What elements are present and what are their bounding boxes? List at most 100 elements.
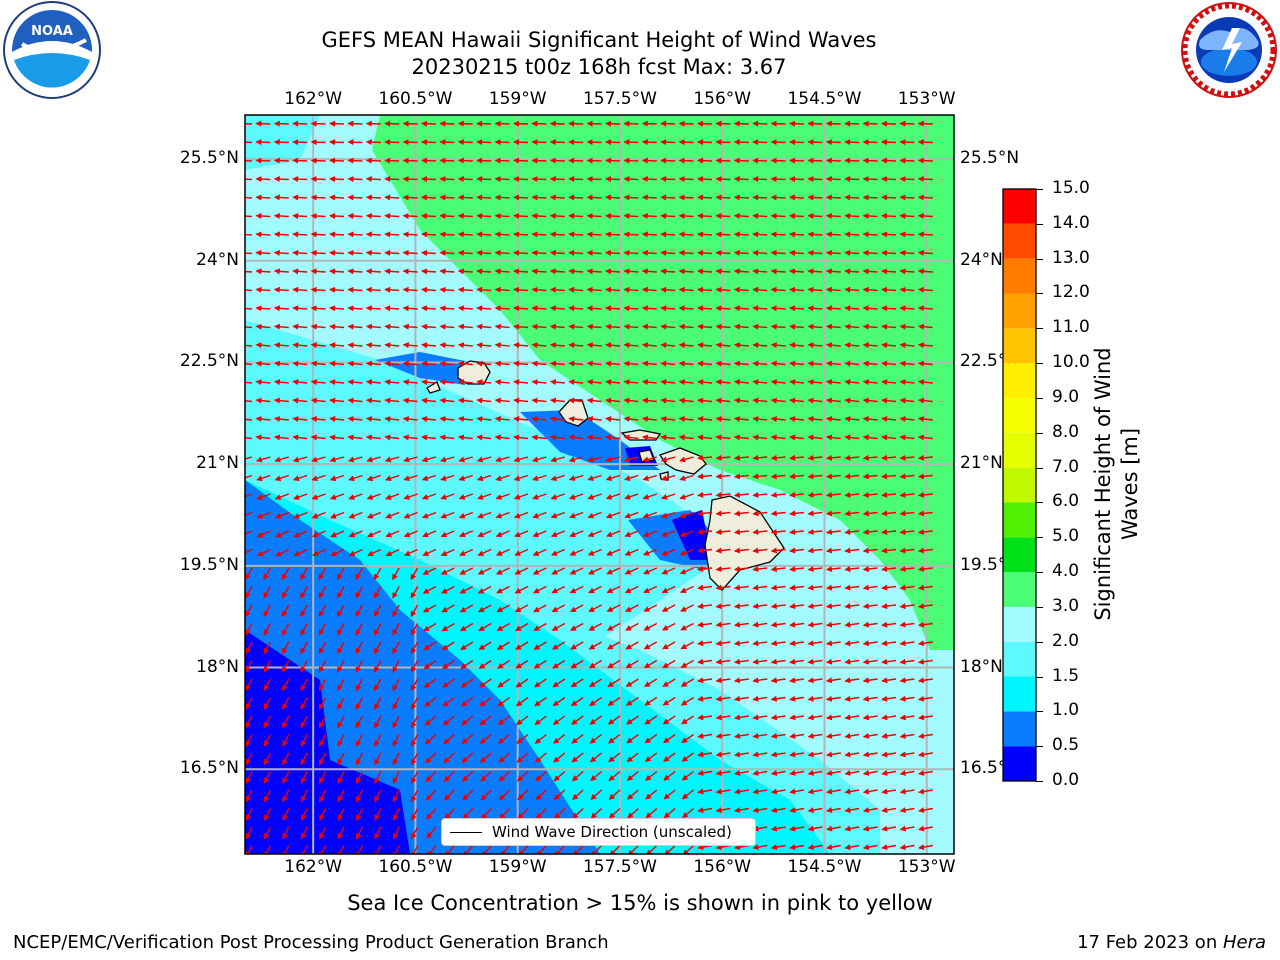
wave-direction-arrow: [881, 212, 897, 219]
wave-direction-arrow: [550, 548, 566, 556]
wave-direction-arrow: [549, 397, 565, 404]
wave-direction-arrow: [476, 305, 492, 312]
wave-direction-arrow: [255, 323, 271, 330]
colorbar-tick-mark: [1036, 397, 1043, 399]
wave-direction-arrow: [862, 621, 878, 628]
wave-direction-arrow: [881, 416, 897, 423]
wave-direction-arrow: [329, 305, 345, 312]
wave-direction-arrow: [329, 342, 345, 349]
wave-direction-arrow: [679, 585, 694, 593]
wave-direction-arrow: [660, 249, 676, 256]
wave-direction-arrow: [679, 548, 694, 556]
wave-direction-arrow: [421, 194, 437, 201]
wave-direction-arrow: [881, 342, 897, 349]
wave-direction-arrow: [899, 547, 915, 554]
wave-direction-arrow: [531, 139, 547, 146]
wave-direction-arrow: [478, 622, 492, 632]
wave-direction-arrow: [494, 194, 510, 201]
wave-direction-arrow: [661, 604, 676, 612]
wave-direction-arrow: [365, 323, 381, 330]
wave-direction-arrow: [440, 530, 455, 538]
wave-direction-arrow: [770, 268, 786, 275]
wave-direction-arrow: [497, 659, 510, 669]
wave-direction-arrow: [642, 474, 658, 482]
wave-direction-arrow: [881, 176, 897, 183]
wave-direction-arrow: [460, 659, 474, 669]
wave-direction-arrow: [551, 585, 566, 594]
wave-direction-arrow: [660, 342, 676, 349]
wave-direction-arrow: [825, 268, 841, 275]
wave-direction-arrow: [329, 434, 345, 441]
wave-direction-arrow: [917, 434, 933, 441]
wave-direction-arrow: [881, 491, 897, 498]
wave-direction-arrow: [680, 678, 694, 687]
wave-direction-arrow: [807, 434, 823, 441]
wave-direction-arrow: [479, 696, 492, 707]
wave-direction-arrow: [606, 622, 621, 631]
wave-direction-arrow: [825, 566, 841, 573]
wave-direction-arrow: [641, 397, 657, 404]
wave-direction-arrow: [661, 622, 676, 631]
wave-direction-arrow: [384, 157, 400, 164]
wave-direction-arrow: [476, 157, 492, 164]
wave-direction-arrow: [292, 305, 308, 312]
wave-direction-arrow: [605, 268, 621, 275]
wave-direction-arrow: [844, 342, 860, 349]
wave-direction-arrow: [337, 697, 345, 710]
wave-direction-arrow: [347, 434, 363, 441]
wave-direction-arrow: [606, 585, 621, 594]
colorbar-tick-label: 3.0: [1052, 595, 1080, 616]
wave-direction-arrow: [569, 604, 584, 613]
wave-direction-arrow: [245, 123, 253, 125]
wave-direction-arrow: [421, 139, 437, 146]
wave-direction-arrow: [330, 548, 345, 557]
wave-direction-arrow: [586, 194, 602, 201]
wave-direction-arrow: [392, 641, 400, 655]
wave-direction-arrow: [439, 323, 455, 330]
wave-direction-arrow: [292, 434, 308, 441]
wave-direction-arrow: [497, 678, 510, 688]
wave-direction-arrow: [365, 176, 381, 183]
wave-direction-arrow: [752, 491, 768, 498]
wave-direction-arrow: [532, 511, 547, 519]
wave-direction-arrow: [862, 360, 878, 367]
wave-direction-arrow: [862, 157, 878, 164]
wave-direction-arrow: [494, 379, 510, 386]
wave-direction-arrow: [421, 176, 437, 183]
wave-direction-arrow: [789, 528, 805, 535]
colorbar-tick-mark: [1036, 328, 1043, 330]
wave-direction-arrow: [752, 658, 768, 665]
colorbar-tick-label: 14.0: [1052, 212, 1090, 233]
wave-direction-arrow: [441, 622, 455, 632]
wave-direction-arrow: [605, 379, 621, 386]
wave-direction-arrow: [329, 397, 345, 404]
wave-direction-arrow: [624, 585, 639, 594]
wave-direction-arrow: [733, 677, 749, 684]
wave-direction-arrow: [605, 416, 621, 423]
wave-direction-arrow: [605, 342, 621, 349]
wave-direction-arrow: [568, 493, 584, 500]
wave-direction-arrow: [318, 660, 327, 673]
wave-direction-arrow: [807, 157, 823, 164]
wave-direction-arrow: [862, 212, 878, 219]
wave-direction-arrow: [568, 456, 584, 463]
wave-direction-arrow: [733, 360, 749, 367]
wave-direction-arrow: [641, 323, 657, 330]
wave-direction-arrow: [917, 566, 933, 573]
colorbar-tick-label: 0.0: [1052, 770, 1080, 790]
wave-direction-arrow: [457, 268, 473, 275]
wave-direction-arrow: [329, 176, 345, 183]
wave-direction-arrow: [457, 379, 473, 386]
wave-direction-arrow: [623, 360, 639, 367]
wave-direction-arrow: [660, 120, 676, 127]
wave-direction-arrow: [373, 604, 382, 618]
wave-direction-arrow: [770, 342, 786, 349]
wave-direction-arrow: [881, 454, 897, 461]
wave-direction-arrow: [587, 530, 602, 538]
wave-direction-arrow: [459, 585, 474, 594]
wave-direction-arrow: [403, 511, 418, 519]
wave-direction-arrow: [807, 305, 823, 312]
wave-direction-arrow: [641, 120, 657, 127]
wave-direction-arrow: [347, 286, 363, 293]
sea-ice-note: Sea Ice Concentration > 15% is shown in …: [347, 891, 933, 915]
